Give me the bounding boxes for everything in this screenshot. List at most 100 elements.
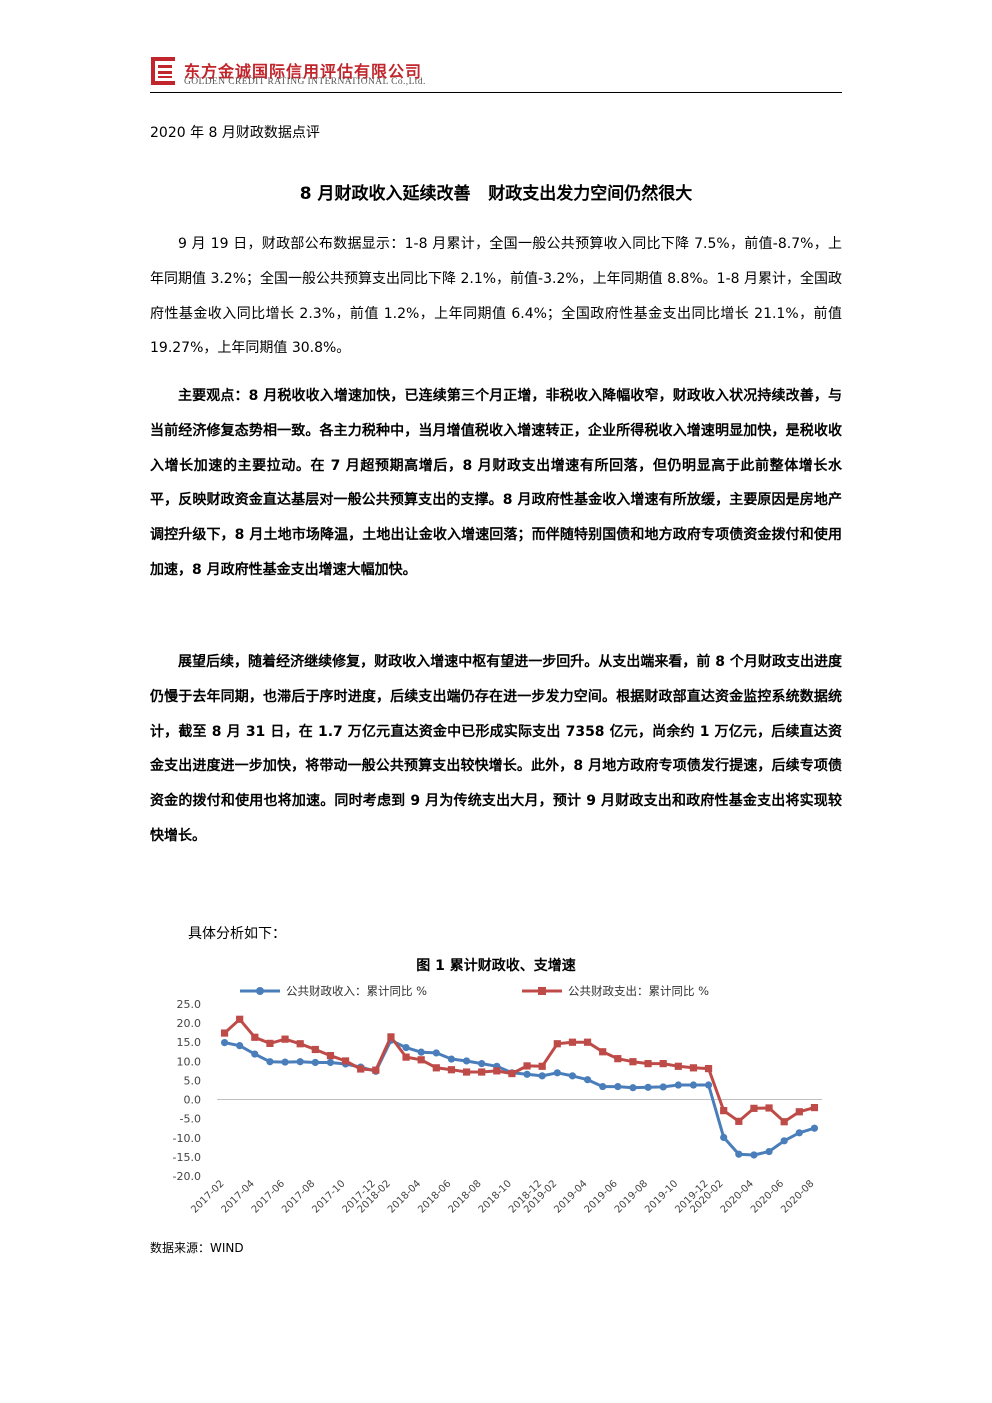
series-1-point: [538, 1072, 546, 1080]
series-2-point: [523, 1062, 531, 1070]
series-1-point: [326, 1058, 335, 1067]
y-tick-label: -5.0: [180, 1113, 201, 1126]
legend-marker-1: [256, 987, 264, 995]
legend-label-2: 公共财政支出：累计同比 %: [568, 984, 709, 998]
series-1-point: [780, 1137, 788, 1145]
series-1-point: [720, 1133, 728, 1141]
company-logo-icon: [151, 57, 175, 85]
series-1-point: [583, 1076, 592, 1084]
paragraph-summary: 9 月 19 日，财政部公布数据显示：1-8 月累计，全国一般公共预算收入同比下…: [150, 236, 842, 357]
paragraph-key-points: 主要观点：8 月税收收入增速加快，已连续第三个月正增，非税收入降幅收窄，财政收入…: [150, 388, 842, 578]
series-2-point: [674, 1062, 682, 1070]
series-1-point: [659, 1083, 667, 1091]
series-2-point: [508, 1069, 516, 1078]
series-2-point: [462, 1068, 471, 1076]
y-tick-label: 25.0: [177, 998, 202, 1011]
series-1-point: [689, 1081, 698, 1089]
series-2-point: [538, 1062, 546, 1070]
series-1-point: [402, 1043, 410, 1052]
chart-title: 图 1 累计财政收、支增速: [416, 957, 576, 974]
series-2-point: [296, 1040, 304, 1048]
series-2-point: [326, 1052, 335, 1060]
series-2-point: [281, 1035, 289, 1043]
y-tick-label: 10.0: [177, 1055, 202, 1068]
series-1-point: [795, 1129, 803, 1137]
series-1-point: [462, 1057, 471, 1065]
y-tick-label: 20.0: [177, 1017, 202, 1030]
series-1-point: [447, 1055, 456, 1063]
document-label: 2020 年 8 月财政数据点评: [150, 125, 320, 141]
series-2-point: [417, 1056, 425, 1064]
series-2-point: [629, 1058, 637, 1066]
y-tick-label: -20.0: [173, 1170, 201, 1183]
y-tick-label: -15.0: [173, 1151, 201, 1164]
series-1-point: [735, 1150, 743, 1158]
series-2-point: [689, 1064, 698, 1072]
series-2-point: [311, 1045, 319, 1054]
series-1-point: [417, 1048, 425, 1056]
series-2-point: [659, 1060, 667, 1068]
series-2-point: [432, 1064, 440, 1072]
series-2-point: [765, 1104, 773, 1112]
series-2-point: [402, 1053, 410, 1061]
company-name-cn: 东方金诚国际信用评估有限公司: [184, 62, 423, 81]
series-2-point: [810, 1103, 819, 1112]
series-1-point: [523, 1070, 531, 1078]
series-1-point: [750, 1151, 758, 1159]
legend-label-1: 公共财政收入：累计同比 %: [286, 984, 427, 998]
series-2-point: [720, 1107, 728, 1115]
series-1-point: [251, 1050, 259, 1058]
paragraph-outlook: 展望后续，随着经济继续修复，财政收入增速中枢有望进一步回升。从支出端来看，前 8…: [150, 654, 842, 844]
series-2-point: [478, 1068, 486, 1076]
series-1-point: [266, 1058, 274, 1066]
series-1-point: [553, 1069, 561, 1077]
page-header: 东方金诚国际信用评估有限公司 GOLDEN CREDIT RATING INTE…: [150, 56, 842, 90]
x-tick-label: 2020-08: [779, 1178, 816, 1215]
series-2-point: [220, 1029, 229, 1037]
series-1-point: [296, 1058, 304, 1066]
series-1-point: [432, 1049, 440, 1057]
y-tick-label: -10.0: [173, 1132, 201, 1145]
series-1-point: [810, 1124, 819, 1132]
series-1-point: [614, 1082, 622, 1091]
series-2-point: [735, 1117, 743, 1125]
y-tick-label: 5.0: [184, 1074, 202, 1087]
series-2-point: [780, 1118, 788, 1126]
series-1-point: [220, 1039, 229, 1047]
series-2-point: [387, 1033, 395, 1041]
series-2-point: [251, 1033, 259, 1041]
series-1-point: [311, 1058, 319, 1067]
document-title: 8 月财政收入延续改善 财政支出发力空间仍然很大: [299, 184, 693, 204]
series-1-point: [674, 1081, 682, 1089]
series-2-point: [614, 1055, 622, 1063]
data-source: 数据来源：WIND: [150, 1241, 244, 1255]
series-1-point: [478, 1060, 486, 1068]
y-tick-label: 0.0: [184, 1094, 202, 1107]
series-2-point: [357, 1065, 365, 1073]
series-line-2: [223, 1017, 815, 1124]
series-line-1: [224, 1038, 815, 1157]
header-divider: [150, 92, 842, 93]
series-1-point: [629, 1084, 637, 1092]
series-2-point: [493, 1067, 501, 1075]
series-2-point: [553, 1040, 561, 1048]
series-2-point: [750, 1104, 758, 1112]
company-name-en: GOLDEN CREDIT RATING INTERNATIONAL Co.,L…: [184, 77, 426, 87]
series-2-point: [704, 1064, 713, 1073]
series-2-point: [568, 1038, 577, 1046]
series-1-point: [765, 1147, 773, 1156]
series-1-point: [281, 1058, 289, 1066]
series-1-point: [644, 1083, 652, 1091]
series-2-point: [341, 1057, 350, 1065]
series-2-point: [447, 1066, 456, 1074]
series-2-point: [266, 1039, 274, 1047]
series-1-point: [568, 1072, 577, 1080]
analysis-intro: 具体分析如下：: [188, 926, 286, 942]
series-1-point: [236, 1042, 244, 1050]
series-2-point: [644, 1060, 652, 1068]
series-2-point: [372, 1066, 380, 1074]
series-1-point: [704, 1081, 713, 1089]
series-2-point: [236, 1015, 244, 1023]
series-2-point: [583, 1038, 592, 1046]
